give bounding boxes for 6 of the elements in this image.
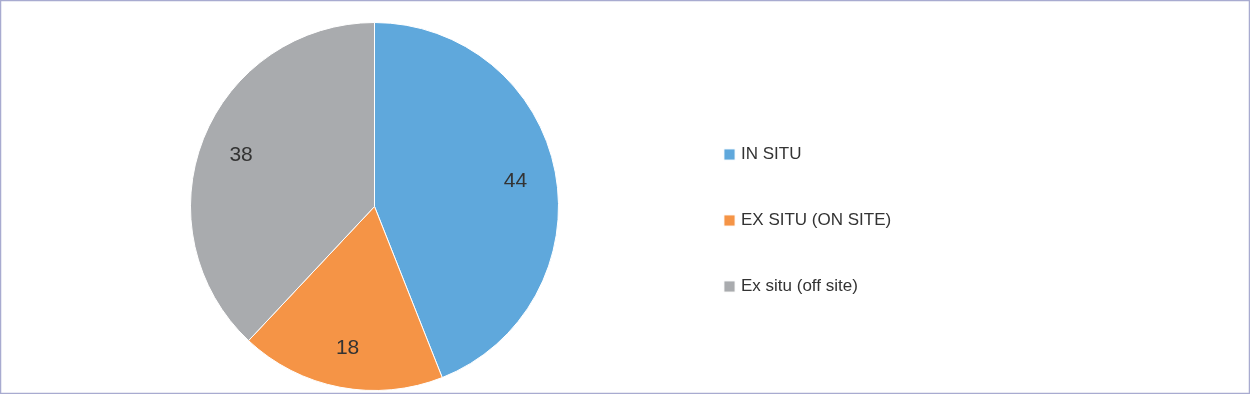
legend-label: EX SITU (ON SITE) (741, 210, 892, 230)
legend-label: IN SITU (741, 144, 802, 164)
data-label: 38 (229, 141, 253, 165)
data-label: 44 (503, 167, 528, 191)
data-label: 18 (335, 335, 360, 359)
legend-label: Ex situ (off site) (741, 276, 858, 296)
